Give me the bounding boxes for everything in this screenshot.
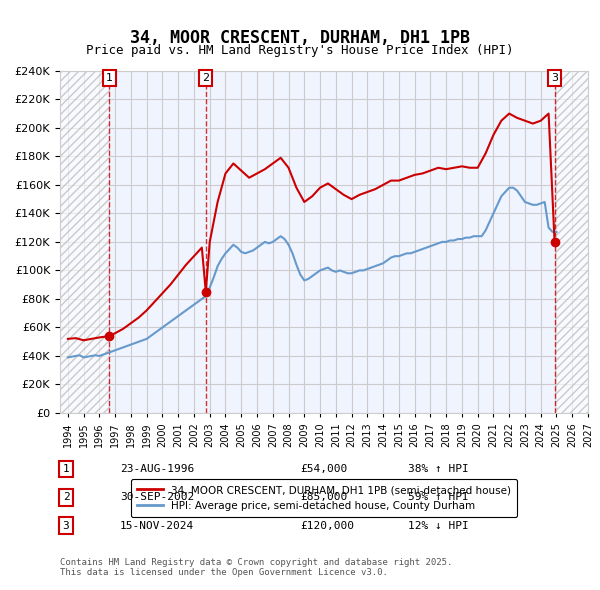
Text: 2: 2 xyxy=(62,493,70,502)
Text: 1: 1 xyxy=(62,464,70,474)
Text: Price paid vs. HM Land Registry's House Price Index (HPI): Price paid vs. HM Land Registry's House … xyxy=(86,44,514,57)
Text: 23-AUG-1996: 23-AUG-1996 xyxy=(120,464,194,474)
Text: £120,000: £120,000 xyxy=(300,521,354,530)
Text: 12% ↓ HPI: 12% ↓ HPI xyxy=(408,521,469,530)
Text: 34, MOOR CRESCENT, DURHAM, DH1 1PB: 34, MOOR CRESCENT, DURHAM, DH1 1PB xyxy=(130,30,470,47)
Bar xyxy=(554,71,588,413)
Text: 1: 1 xyxy=(106,73,113,83)
Text: £85,000: £85,000 xyxy=(300,493,347,502)
Bar xyxy=(60,71,109,413)
Text: 2: 2 xyxy=(202,73,209,83)
Text: 38% ↑ HPI: 38% ↑ HPI xyxy=(408,464,469,474)
Text: 30-SEP-2002: 30-SEP-2002 xyxy=(120,493,194,502)
Text: 15-NOV-2024: 15-NOV-2024 xyxy=(120,521,194,530)
Text: 3: 3 xyxy=(551,73,558,83)
Text: Contains HM Land Registry data © Crown copyright and database right 2025.
This d: Contains HM Land Registry data © Crown c… xyxy=(60,558,452,577)
Text: 59% ↑ HPI: 59% ↑ HPI xyxy=(408,493,469,502)
Text: 3: 3 xyxy=(62,521,70,530)
Legend: 34, MOOR CRESCENT, DURHAM, DH1 1PB (semi-detached house), HPI: Average price, se: 34, MOOR CRESCENT, DURHAM, DH1 1PB (semi… xyxy=(131,479,517,517)
Text: £54,000: £54,000 xyxy=(300,464,347,474)
